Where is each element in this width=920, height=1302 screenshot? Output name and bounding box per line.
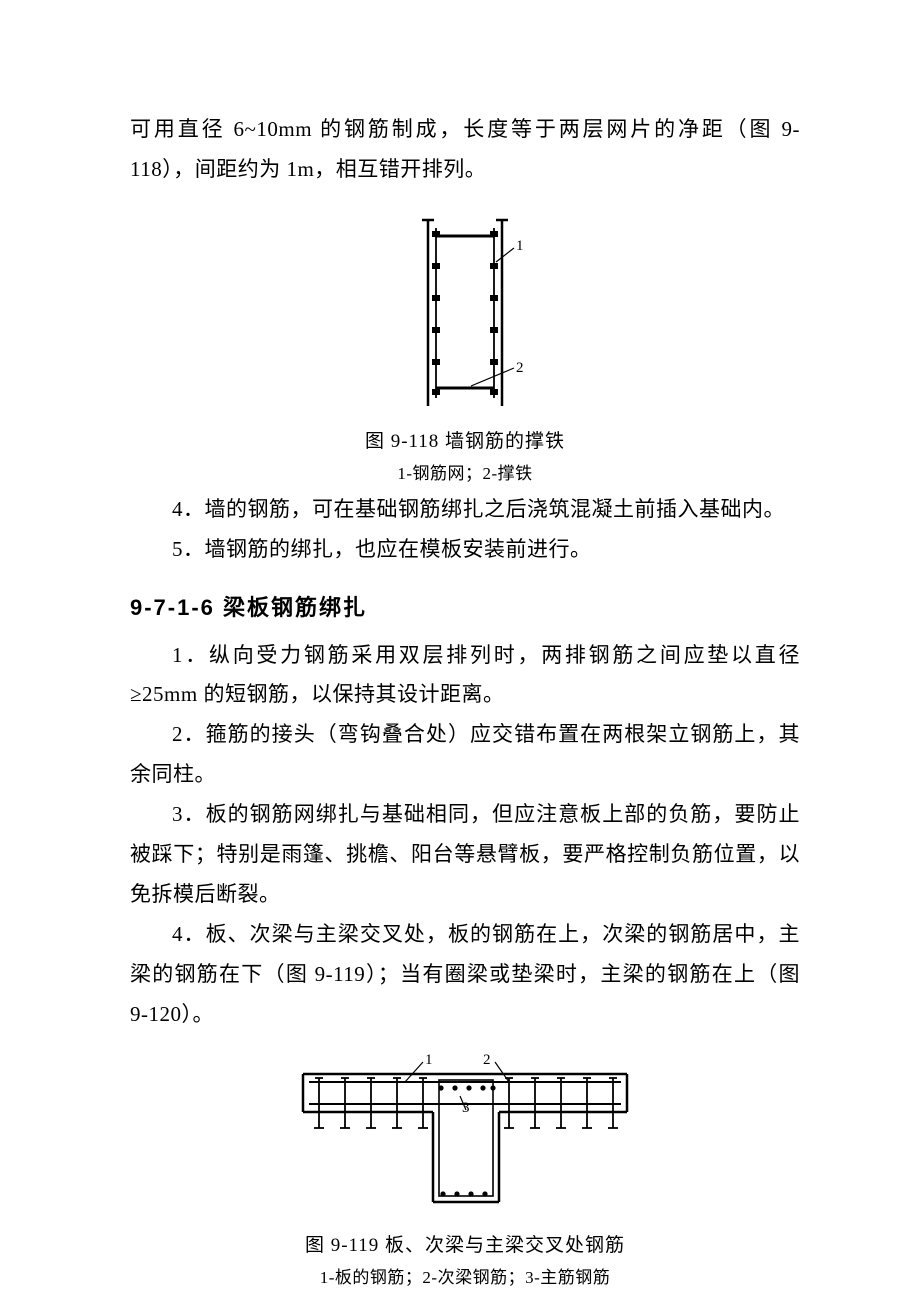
fig119-svg: 1 2 3 <box>285 1052 645 1222</box>
sec-para-3: 3．板的钢筋网绑扎与基础相同，但应注意板上部的负筋，要防止被踩下；特别是雨篷、挑… <box>130 795 800 915</box>
svg-text:1: 1 <box>516 238 524 254</box>
fig118-caption: 图 9-118 墙钢筋的撑铁 <box>130 426 800 453</box>
section-heading: 9-7-1-6 梁板钢筋绑扎 <box>130 590 800 622</box>
fig118-svg: 12 <box>400 208 530 418</box>
fig119-subcaption: 1-板的钢筋；2-次梁钢筋；3-主筋钢筋 <box>130 1263 800 1288</box>
svg-text:2: 2 <box>483 1052 491 1068</box>
figure-9-118: 12 图 9-118 墙钢筋的撑铁 1-钢筋网；2-撑铁 <box>130 208 800 484</box>
sec-para-1: 1．纵向受力钢筋采用双层排列时，两排钢筋之间应垫以直径≥25mm 的短钢筋，以保… <box>130 636 800 716</box>
sec-para-4: 4．板、次梁与主梁交叉处，板的钢筋在上，次梁的钢筋居中，主梁的钢筋在下（图 9-… <box>130 915 800 1035</box>
svg-text:2: 2 <box>516 360 524 376</box>
svg-text:1: 1 <box>425 1052 433 1068</box>
para-5-wall: 5．墙钢筋的绑扎，也应在模板安装前进行。 <box>130 530 800 570</box>
fig119-caption: 图 9-119 板、次梁与主梁交叉处钢筋 <box>130 1230 800 1257</box>
figure-9-119: 1 2 3 图 9-119 板、次梁与主梁交叉处钢筋 1-板的钢筋；2-次梁钢筋；3… <box>130 1052 800 1288</box>
svg-text:3: 3 <box>462 1100 470 1116</box>
fig118-subcaption: 1-钢筋网；2-撑铁 <box>130 459 800 484</box>
sec-para-2: 2．箍筋的接头（弯钩叠合处）应交错布置在两根架立钢筋上，其余同柱。 <box>130 715 800 795</box>
intro-paragraph: 可用直径 6~10mm 的钢筋制成，长度等于两层网片的净距（图 9-118），间… <box>130 110 800 190</box>
para-4-wall: 4．墙的钢筋，可在基础钢筋绑扎之后浇筑混凝土前插入基础内。 <box>130 490 800 530</box>
